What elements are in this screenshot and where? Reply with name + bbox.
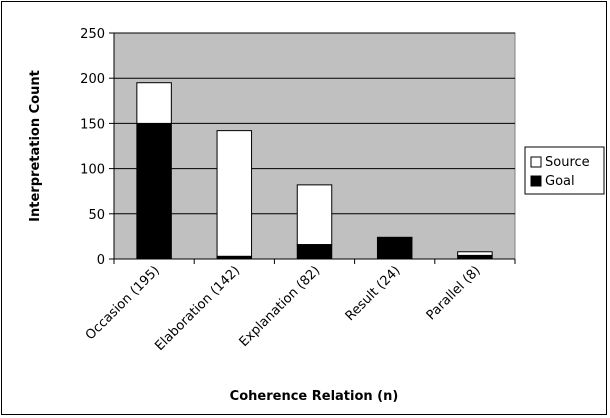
y-axis: 0 50 100 150 200 250: [80, 27, 115, 268]
legend-label-source: Source: [545, 155, 590, 170]
legend-swatch-source: [530, 156, 542, 168]
x-tick-label: Elaboration (142): [152, 263, 243, 354]
legend-label-goal: Goal: [545, 174, 575, 189]
y-tick-label: 250: [80, 27, 105, 42]
bar-goal: [296, 244, 333, 260]
bar-source: [216, 130, 253, 257]
bar-source: [296, 184, 333, 246]
bar-source: [457, 251, 493, 256]
y-tick-label: 150: [80, 117, 105, 132]
bar-source: [376, 236, 413, 239]
legend: Source Goal: [524, 146, 605, 195]
y-tick-label: 200: [80, 72, 105, 87]
x-tick-label: Result (24): [343, 263, 404, 324]
y-axis-title: Interpretation Count: [28, 70, 43, 222]
y-tick-label: 50: [88, 208, 105, 223]
x-axis-title: Coherence Relation (n): [230, 389, 399, 404]
x-tick-label: Explanation (82): [237, 263, 324, 350]
x-tick-label: Occasion (195): [83, 263, 163, 343]
x-axis: Occasion (195)Elaboration (142)Explanati…: [83, 258, 516, 354]
gridlines: [114, 32, 515, 215]
x-tick-label: Parallel (8): [424, 263, 484, 323]
bar-source: [136, 82, 172, 124]
bar-goal: [376, 237, 413, 260]
bar-goal: [136, 122, 172, 260]
bar-goal: [457, 254, 493, 260]
y-tick-label: 0: [97, 253, 105, 268]
bars: [136, 82, 493, 260]
y-tick-label: 100: [80, 163, 105, 178]
legend-swatch-goal: [530, 175, 542, 187]
